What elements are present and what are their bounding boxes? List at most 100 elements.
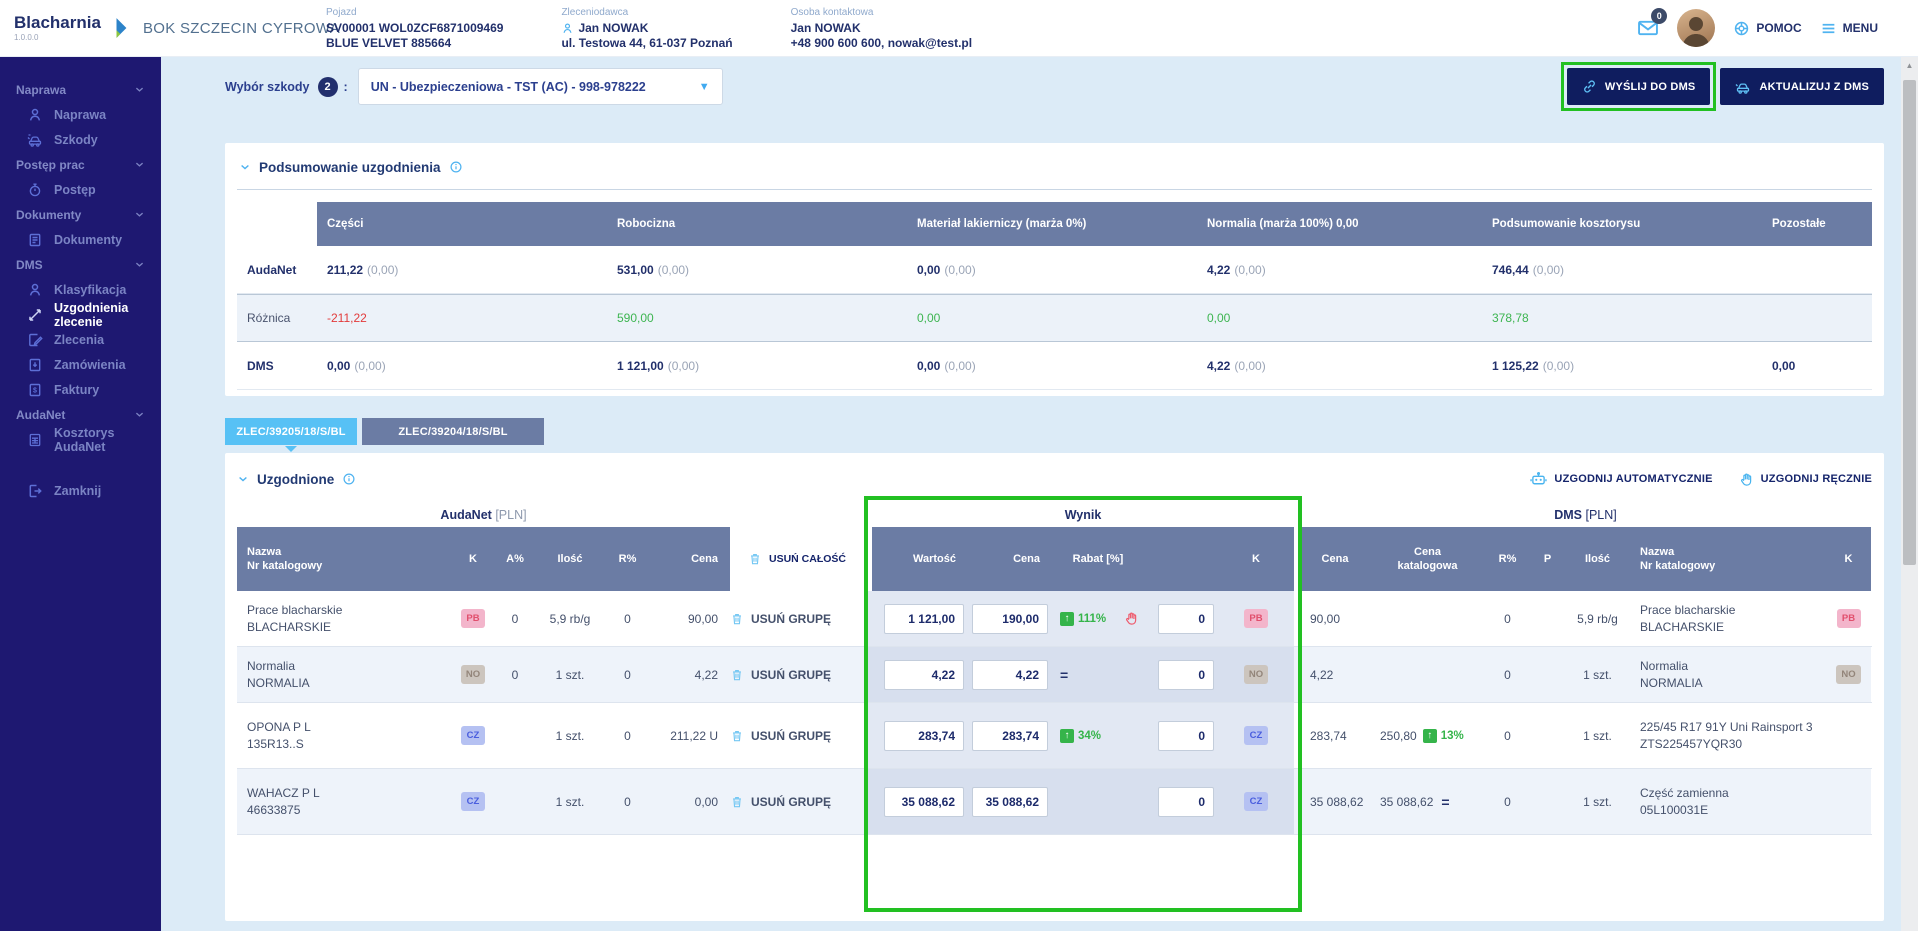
sidebar-item-kosztorys-audanet[interactable]: Kosztorys AudaNet: [0, 426, 161, 454]
send-to-dms-button[interactable]: WYŚLIJ DO DMS: [1566, 68, 1711, 105]
car-icon: [1735, 79, 1751, 95]
summary-title: Podsumowanie uzgodnienia: [259, 159, 441, 175]
car-crash-icon: [27, 132, 43, 148]
collapse-chevron-icon[interactable]: [239, 161, 251, 173]
sidebar-item-zamowienia[interactable]: Zamówienia: [0, 352, 161, 377]
document-icon: [27, 232, 43, 248]
value: 4,22: [1207, 358, 1231, 373]
damage-select-value: UN - Ubezpieczeniowa - TST (AC) - 998-97…: [370, 79, 646, 94]
remove-group-button[interactable]: USUŃ GRUPĘ: [730, 647, 864, 702]
vertical-scrollbar[interactable]: ▲: [1901, 57, 1918, 931]
rabat-input[interactable]: [1158, 786, 1214, 817]
sidebar-item-dokumenty[interactable]: Dokumenty: [0, 227, 161, 252]
wynik-value-input[interactable]: [884, 603, 964, 634]
value: 590,00: [617, 311, 654, 325]
summary-header-empty: [237, 202, 317, 246]
damage-select[interactable]: UN - Ubezpieczeniowa - TST (AC) - 998-97…: [357, 68, 723, 105]
sidebar-item-naprawa[interactable]: Naprawa: [0, 102, 161, 127]
arrow-up-icon: ↑: [1060, 611, 1074, 626]
rabat-input[interactable]: [1158, 603, 1214, 634]
brand-name: Blacharnia: [14, 13, 101, 32]
vehicle-label: Pojazd: [326, 7, 357, 18]
update-from-dms-label: AKTUALIZUJ Z DMS: [1759, 80, 1869, 93]
help-button[interactable]: POMOC: [1733, 20, 1802, 37]
arrow-up-icon: ↑: [1422, 728, 1437, 743]
chevron-down-icon: [134, 84, 145, 95]
sidebar-section-dms[interactable]: DMS: [0, 252, 161, 277]
remove-all-button[interactable]: USUŃ CAŁOŚĆ: [730, 527, 864, 591]
sidebar-item-faktury[interactable]: $ Faktury: [0, 377, 161, 402]
exit-icon: [27, 483, 43, 499]
remove-group-button[interactable]: USUŃ GRUPĘ: [730, 703, 864, 768]
wynik-price-input[interactable]: [972, 786, 1048, 817]
colon: :: [343, 79, 348, 94]
summary-header-robocizna: Robocizna: [607, 202, 907, 246]
sidebar-section-naprawa[interactable]: Naprawa: [0, 77, 161, 102]
wynik-price-input[interactable]: [972, 720, 1048, 751]
brand-chevron-logo: [111, 17, 133, 39]
tab-zlec-39205[interactable]: ZLEC/39205/18/S/BL: [225, 418, 357, 452]
table-row: WAHACZ P L 46633875 CZ 1 szt. 0 0,00 USUŃ…: [237, 769, 1872, 835]
person-icon: [561, 22, 574, 35]
agree-automatically-button[interactable]: UZGODNIJ AUTOMATYCZNIE: [1530, 471, 1712, 488]
value: 0,00: [917, 311, 941, 325]
messages-button[interactable]: 0: [1637, 8, 1668, 39]
scrollbar-up-arrow[interactable]: ▲: [1905, 61, 1914, 70]
scrollbar-thumb[interactable]: [1903, 80, 1916, 565]
chevron-down-icon: [134, 159, 145, 170]
person-icon: [27, 107, 43, 123]
menu-button[interactable]: MENU: [1820, 20, 1878, 37]
contact-info: Osoba kontaktowa Jan NOWAK +48 900 600 6…: [791, 5, 972, 51]
person-icon: [27, 282, 43, 298]
value: 1 121,00: [617, 358, 664, 373]
sidebar-item-szkody[interactable]: Szkody: [0, 127, 161, 152]
sidebar-item-zamknij[interactable]: Zamknij: [0, 478, 161, 503]
value: 0,00: [1772, 358, 1796, 373]
value: 4,22: [1207, 262, 1231, 277]
table-column-headers: Nazwa Nr katalogowy K A% Ilość R% Cena US…: [237, 527, 1872, 591]
wynik-price-input[interactable]: [972, 603, 1048, 634]
wynik-value-input[interactable]: [884, 786, 964, 817]
agreed-title: Uzgodnione: [257, 471, 335, 487]
link-icon: [1582, 79, 1597, 94]
trash-icon: [730, 668, 744, 682]
rabat-input[interactable]: [1158, 720, 1214, 751]
help-icon: [1733, 20, 1750, 37]
sidebar-item-postep[interactable]: Postęp: [0, 177, 161, 202]
sidebar-item-uzgodnienia-zlecenie[interactable]: Uzgodnienia zlecenie: [0, 301, 161, 329]
agree-automatically-label: UZGODNIJ AUTOMATYCZNIE: [1554, 473, 1713, 485]
vehicle-info: Pojazd SV00001 WOL0ZCF6871009469 BLUE VE…: [326, 5, 503, 51]
category-badge: CZ: [461, 726, 485, 745]
wynik-value-input[interactable]: [884, 659, 964, 690]
remove-group-button[interactable]: USUŃ GRUPĘ: [730, 591, 864, 646]
collapse-chevron-icon[interactable]: [237, 473, 249, 485]
rabat-input[interactable]: [1158, 659, 1214, 690]
user-avatar[interactable]: [1677, 9, 1716, 47]
wynik-value-input[interactable]: [884, 720, 964, 751]
header-info: Pojazd SV00001 WOL0ZCF6871009469 BLUE VE…: [326, 5, 1637, 51]
category-badge: PB: [1244, 609, 1268, 628]
document-table-icon: [27, 432, 43, 448]
category-badge: PB: [1836, 609, 1861, 628]
value: 1 125,22: [1492, 358, 1539, 373]
sidebar-item-klasyfikacja[interactable]: Klasyfikacja: [0, 277, 161, 302]
connector-icon: [27, 307, 43, 323]
info-icon[interactable]: [449, 160, 463, 174]
sidebar-section-audanet[interactable]: AudaNet: [0, 402, 161, 427]
sidebar-section-dokumenty[interactable]: Dokumenty: [0, 202, 161, 227]
summary-header-material: Materiał lakierniczy (marża 0%): [907, 202, 1197, 246]
value: 0,00: [917, 358, 941, 373]
wynik-price-input[interactable]: [972, 659, 1048, 690]
sidebar-item-zlecenia[interactable]: Zlecenia: [0, 327, 161, 352]
update-from-dms-button[interactable]: AKTUALIZUJ Z DMS: [1720, 68, 1884, 105]
sidebar-section-postep-prac[interactable]: Postęp prac: [0, 152, 161, 177]
agree-manually-button[interactable]: UZGODNIJ RĘCZNIE: [1739, 471, 1872, 488]
chevron-down-icon: ▼: [698, 80, 710, 93]
info-icon[interactable]: [342, 472, 356, 486]
remove-group-button[interactable]: USUŃ GRUPĘ: [730, 769, 864, 834]
top-header: Blacharnia 1.0.0.0 BOK SZCZECIN CYFROWA …: [0, 0, 1918, 57]
contact-phone-email: +48 900 600 600, nowak@test.pl: [790, 36, 973, 50]
tab-zlec-39204[interactable]: ZLEC/39204/18/S/BL: [362, 418, 544, 445]
chevron-down-icon: [134, 259, 145, 270]
table-row: OPONA P L 135R13..S CZ 1 szt. 0 211,22 U …: [237, 703, 1872, 769]
